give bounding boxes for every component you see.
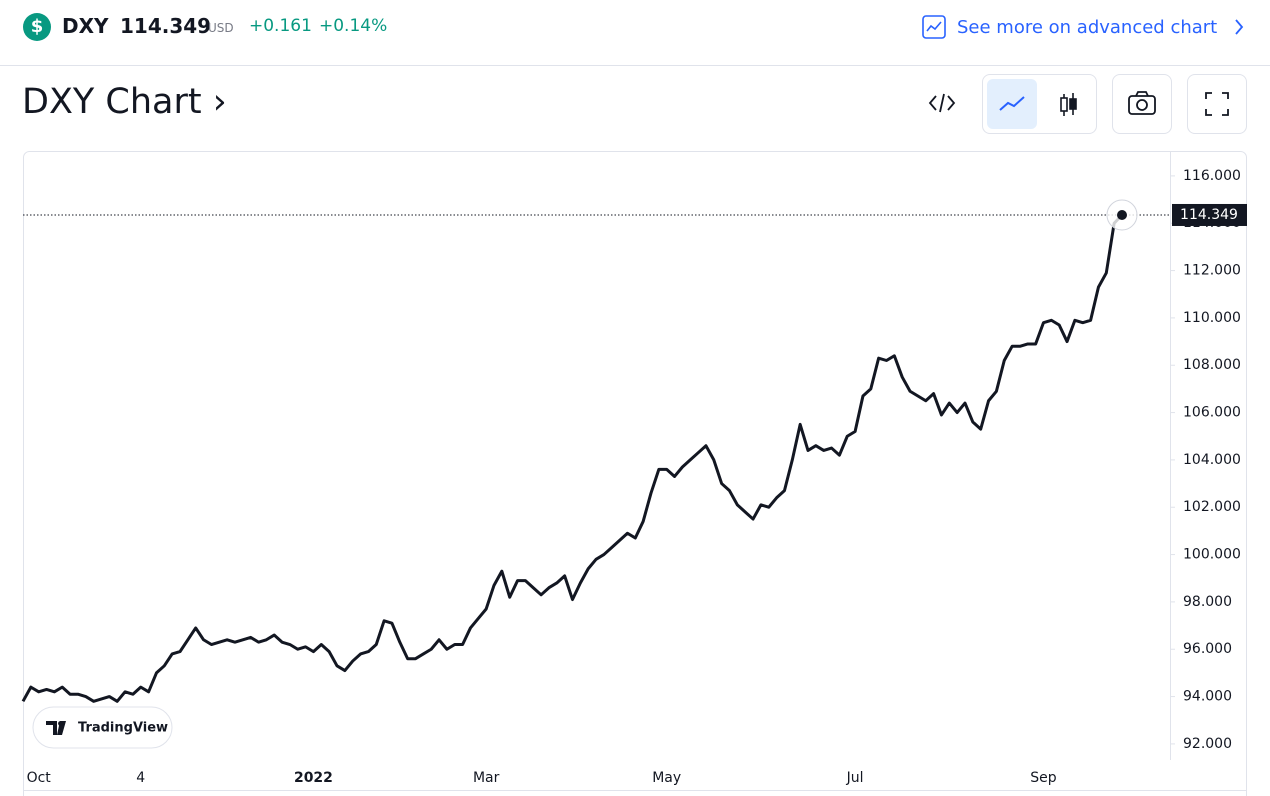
last-point: [1117, 209, 1127, 220]
x-tick-label: 2022: [294, 770, 333, 786]
y-tick-label: 104.000: [1183, 452, 1241, 468]
badge-logo: [46, 721, 66, 735]
chevron: [1235, 19, 1244, 35]
y-tick-label: 92.000: [1183, 736, 1232, 752]
y-tick-label: 110.000: [1183, 310, 1241, 326]
badge-logo-dot: [58, 721, 63, 726]
y-tick-label: 116.000: [1183, 168, 1241, 184]
x-tick-label: Jul: [846, 770, 864, 786]
y-tick-label: 112.000: [1183, 263, 1241, 279]
badge-pill: [32, 706, 173, 749]
badge-text: TradingView: [78, 721, 168, 736]
y-tick-label: 98.000: [1183, 594, 1232, 610]
fullscreen-button[interactable]: [1187, 74, 1247, 134]
advanced-link-text: See more on advanced chart: [957, 16, 1218, 38]
embed-button[interactable]: [922, 85, 962, 121]
symbol: DXY: [62, 14, 109, 38]
change-percent: +0.14%: [319, 16, 388, 36]
x-tick-label: Mar: [473, 770, 500, 786]
x-tick-label: 4: [136, 770, 145, 786]
snapshot-button[interactable]: [1112, 74, 1172, 134]
chart-frame: [23, 151, 1247, 796]
y-tick-label: 94.000: [1183, 689, 1232, 705]
candle-style-button[interactable]: [1043, 79, 1093, 129]
y-tick-label: 108.000: [1183, 357, 1241, 373]
x-tick-label: May: [652, 770, 681, 786]
chart-heading[interactable]: DXY Chart ›: [22, 82, 227, 122]
y-tick-label: 100.000: [1183, 547, 1241, 563]
chart-style-group: [982, 74, 1097, 134]
chart-icon: [922, 15, 946, 39]
y-tick-label: 106.000: [1183, 405, 1241, 421]
last-price-label: 114.349: [1180, 207, 1238, 223]
change: +0.161: [249, 16, 312, 36]
currency: USD: [208, 21, 234, 35]
last-point-halo: [1106, 199, 1138, 231]
currency-icon: $: [23, 13, 51, 41]
line-style-button[interactable]: [987, 79, 1037, 129]
x-tick-label: Sep: [1030, 770, 1057, 786]
y-tick-label: 96.000: [1183, 641, 1232, 657]
divider: [0, 65, 1270, 66]
price: 114.349: [120, 14, 212, 38]
last-price-box: [1172, 203, 1247, 226]
tradingview-badge[interactable]: TradingView: [32, 706, 173, 749]
x-tick-label: Oct: [27, 770, 52, 786]
advanced-link[interactable]: See more on advanced chart: [922, 13, 1251, 41]
price-line: [21, 213, 1124, 703]
y-tick-label: 102.000: [1183, 499, 1241, 515]
y-tick-label: 114.000: [1183, 215, 1241, 231]
